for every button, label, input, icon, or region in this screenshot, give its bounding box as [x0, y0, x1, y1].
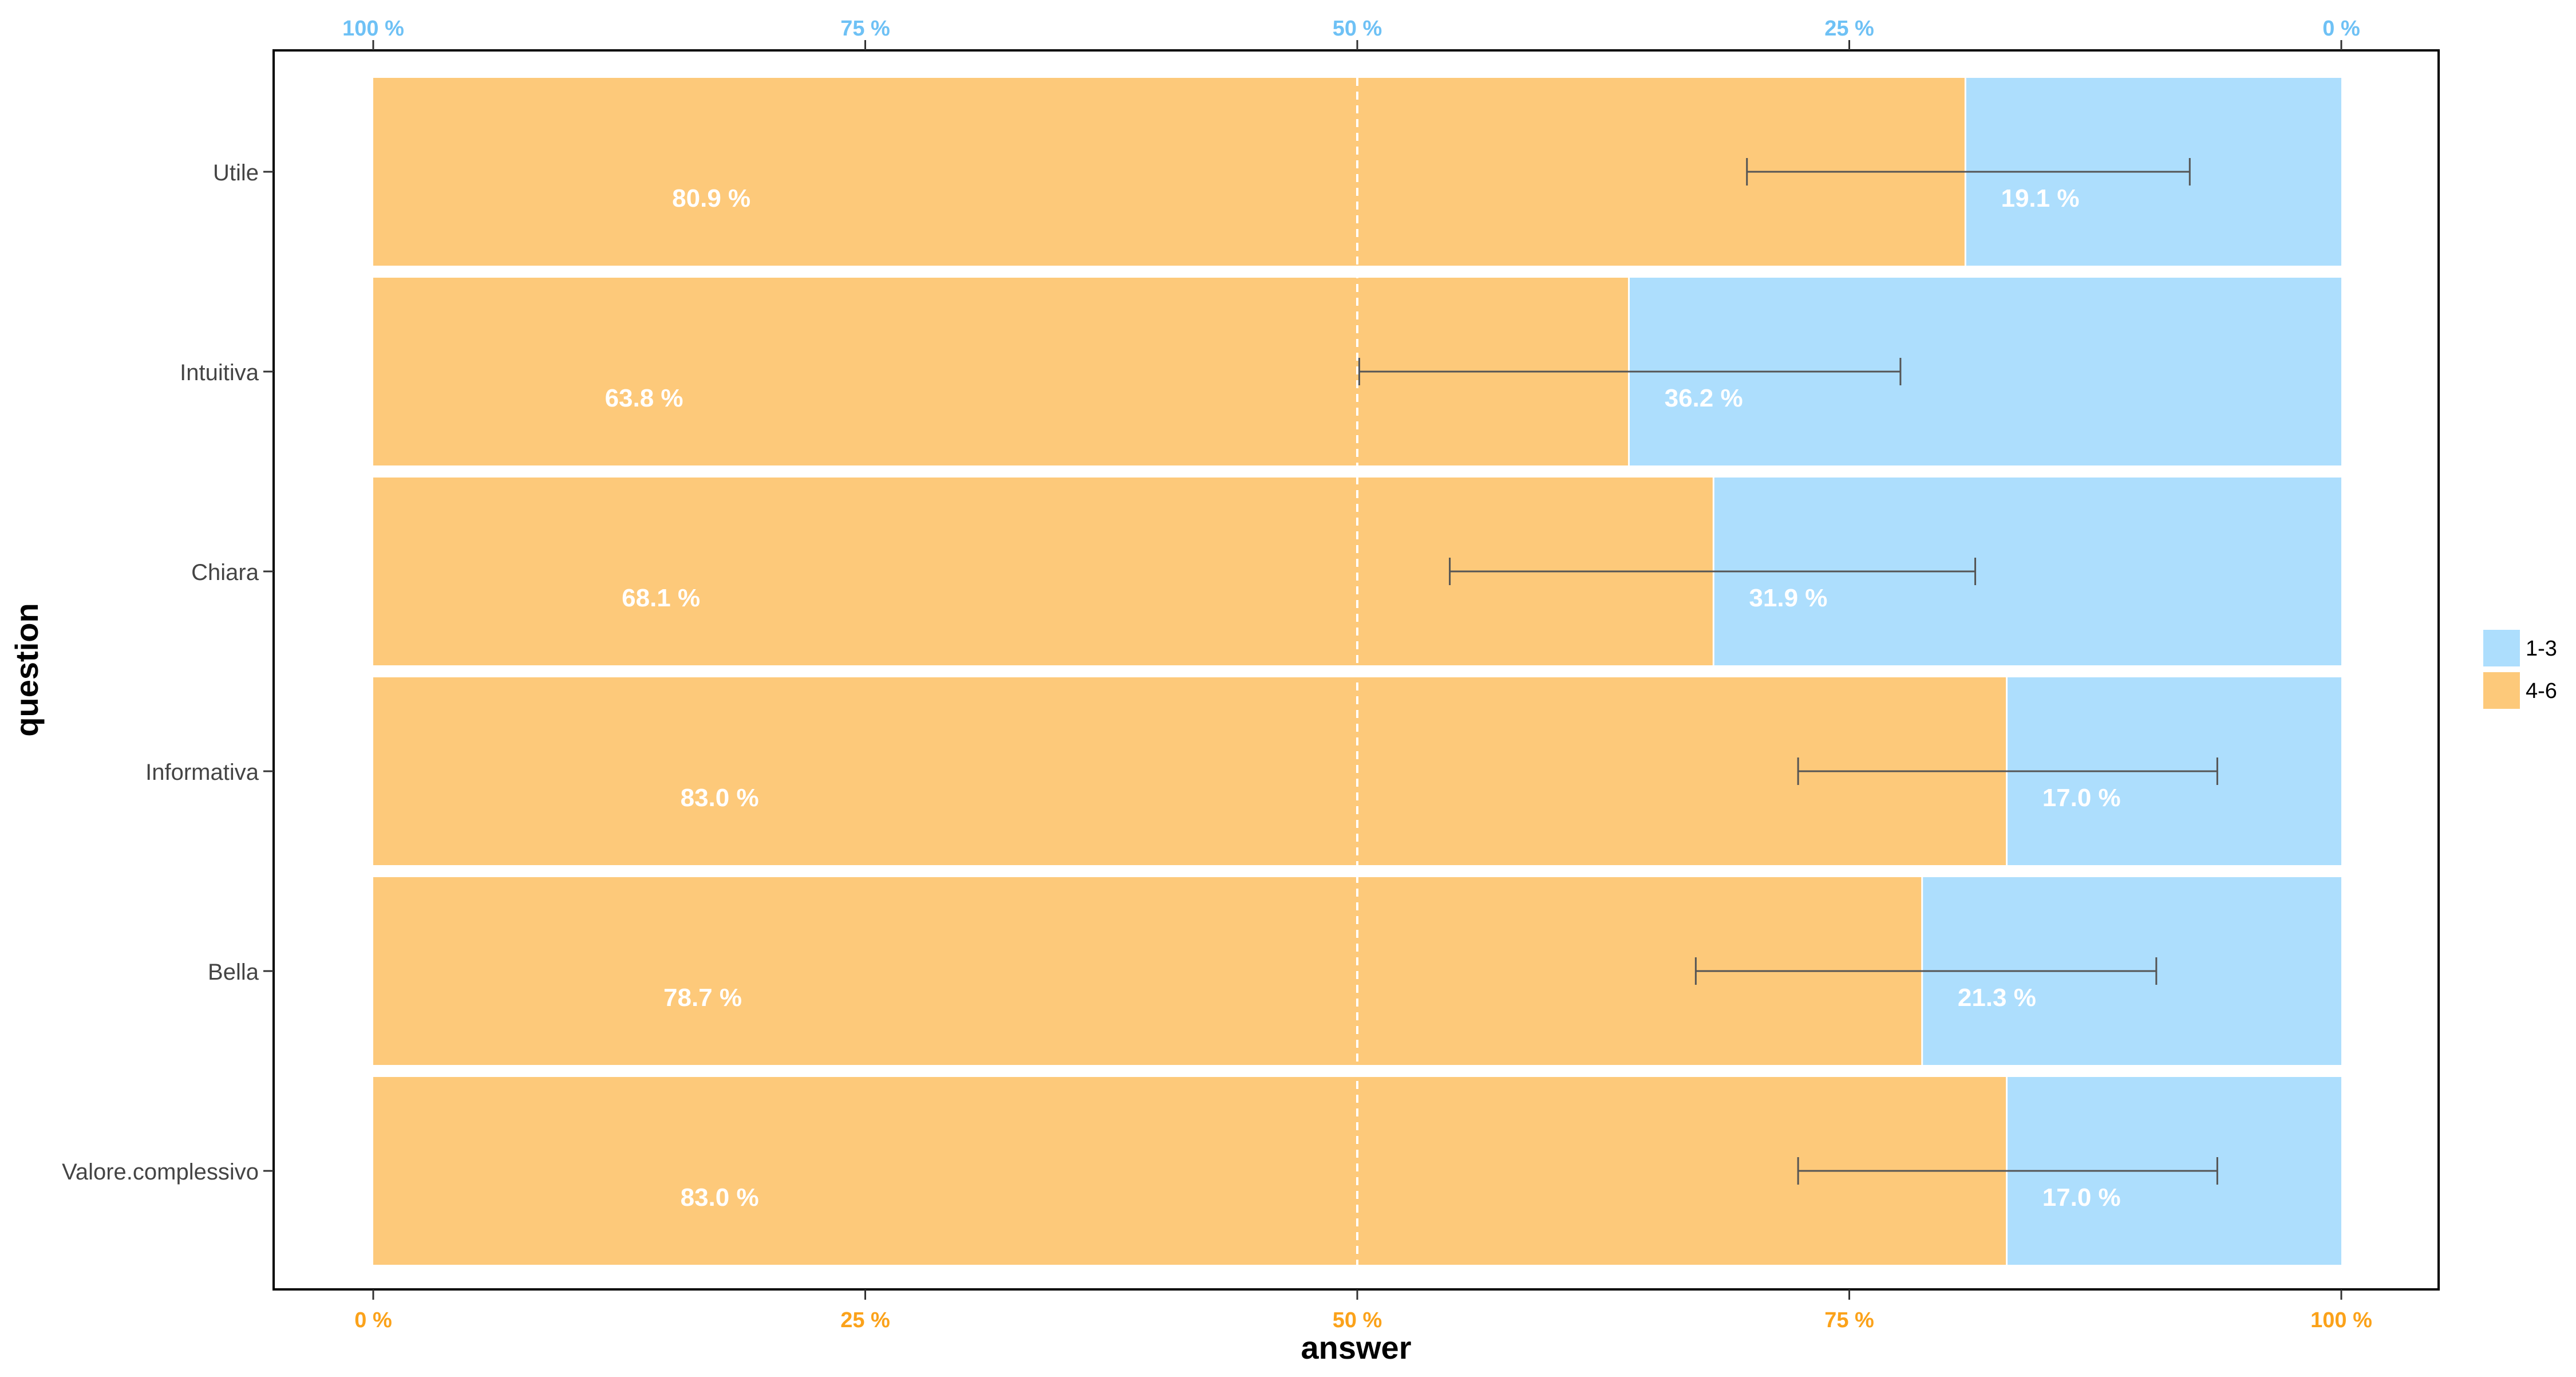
bar-label-1-3: 19.1 %	[2001, 184, 2079, 212]
legend-label-4-6: 4-6	[2526, 679, 2557, 703]
x-axis-tick-label-top: 0 %	[2322, 17, 2360, 41]
y-axis-tick-label: Informativa	[145, 760, 259, 785]
x-axis-tick-label-top: 25 %	[1824, 17, 1874, 41]
bar-segment-4-6	[373, 877, 1922, 1065]
y-axis-tick-label: Valore.complessivo	[62, 1159, 259, 1185]
bar-segment-4-6	[373, 677, 2007, 865]
x-axis-tick-label-top: 75 %	[840, 17, 890, 41]
legend-swatch-1-3	[2483, 630, 2520, 666]
x-axis-tick-label-bottom: 50 %	[1333, 1308, 1382, 1332]
bar-segment-4-6	[373, 78, 1966, 266]
bar-label-1-3: 36.2 %	[1665, 384, 1743, 412]
x-axis-tick-label-top: 100 %	[342, 17, 404, 41]
bar-label-4-6: 78.7 %	[663, 984, 742, 1012]
legend: 1-3 4-6	[2483, 630, 2557, 709]
bars-layer	[373, 78, 2341, 1265]
y-axis-tick-label: Chiara	[191, 560, 259, 585]
bar-label-4-6: 83.0 %	[681, 784, 759, 812]
x-axis-tick-label-bottom: 25 %	[840, 1308, 890, 1332]
error-bar	[1797, 1157, 2218, 1185]
bar-label-1-3: 31.9 %	[1749, 584, 1827, 612]
bar-label-1-3: 17.0 %	[2042, 784, 2121, 812]
legend-swatch-4-6	[2483, 672, 2520, 709]
bar-label-4-6: 63.8 %	[605, 384, 683, 412]
y-axis-tick-label: Intuitiva	[180, 360, 259, 385]
bar-label-1-3: 21.3 %	[1958, 984, 2036, 1012]
x-axis-tick-label-bottom: 100 %	[2310, 1308, 2372, 1332]
y-axis-tick-label: Bella	[208, 960, 259, 985]
bar-labels-layer: 80.9 % 19.1 % 63.8 % 36.2 % 68.1 % 31.9 % 83.0…	[605, 184, 2121, 1212]
error-bar	[1694, 957, 2158, 985]
axes-layer: Utile Intuitiva Chiara Informativa Bella Valo…	[62, 17, 2372, 1332]
bar-label-4-6: 80.9 %	[672, 184, 750, 212]
error-bars-layer	[1358, 158, 2218, 1185]
legend-label-1-3: 1-3	[2526, 637, 2557, 661]
bar-label-1-3: 17.0 %	[2042, 1183, 2121, 1212]
x-axis-tick-label-bottom: 75 %	[1824, 1308, 1874, 1332]
error-bar	[1449, 558, 1977, 585]
error-bar	[1797, 757, 2218, 785]
bar-segment-4-6	[373, 1077, 2007, 1265]
x-axis-title: answer	[1301, 1329, 1412, 1366]
bar-label-4-6: 68.1 %	[622, 584, 700, 612]
x-axis-tick-label-top: 50 %	[1333, 17, 1382, 41]
x-axis-tick-label-bottom: 0 %	[354, 1308, 392, 1332]
error-bar	[1746, 158, 2191, 186]
plot-panel-border	[272, 49, 2440, 1291]
bar-label-4-6: 83.0 %	[681, 1183, 759, 1212]
y-axis-title: question	[9, 603, 45, 736]
error-bar	[1358, 358, 1902, 385]
y-axis-tick-label: Utile	[213, 160, 259, 186]
